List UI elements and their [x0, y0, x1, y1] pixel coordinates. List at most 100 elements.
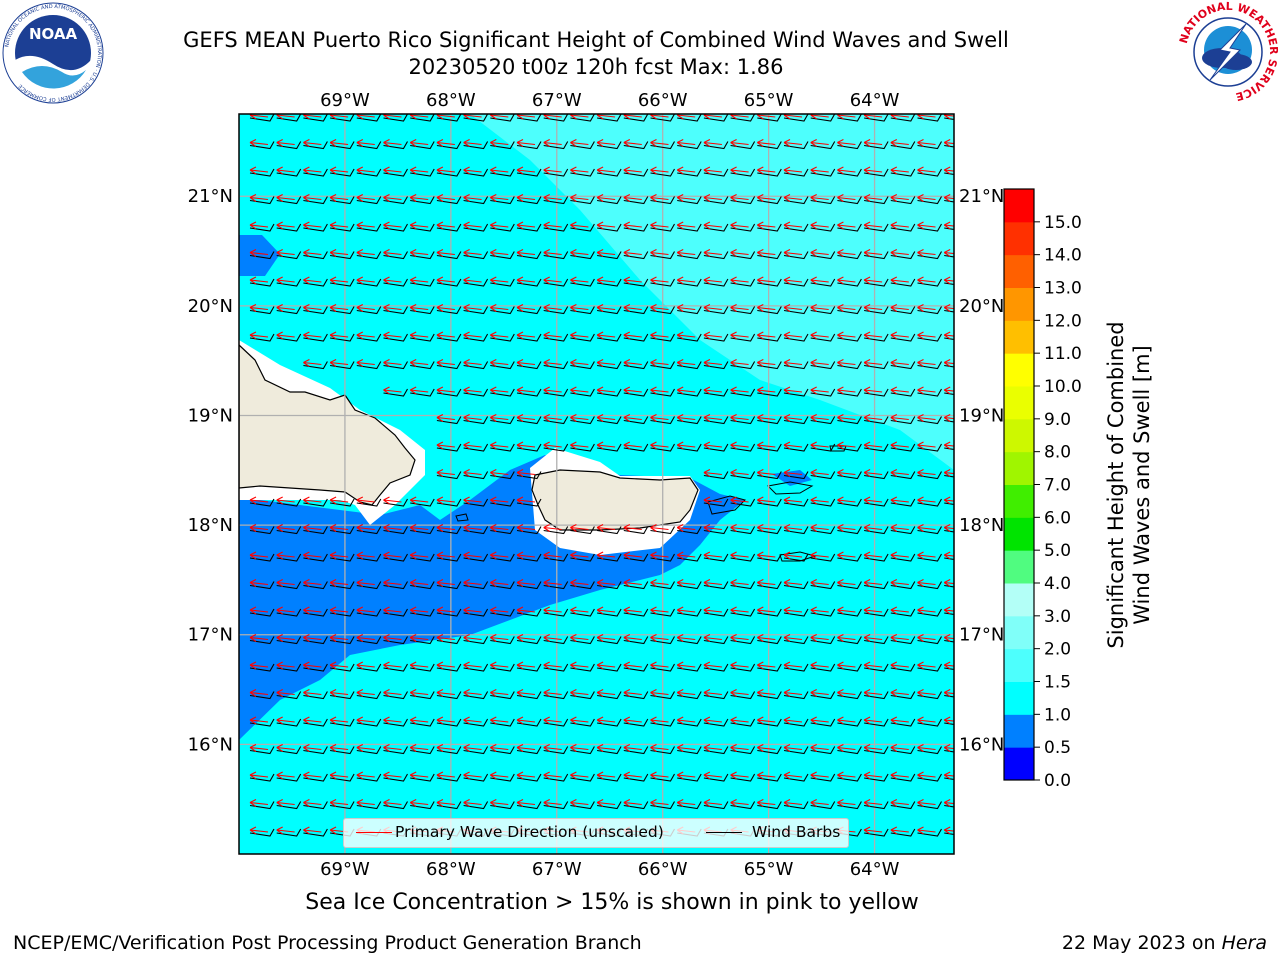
vector-glyph	[249, 249, 275, 260]
wave-arrow	[623, 221, 642, 230]
wind-barb	[516, 471, 542, 480]
wind-barb	[890, 828, 916, 837]
wave-arrow	[783, 606, 803, 615]
wave-arrow	[837, 276, 856, 285]
vector-glyph	[783, 661, 809, 672]
wind-barb	[837, 443, 862, 452]
wind-barb	[303, 498, 328, 507]
wave-arrow	[810, 524, 829, 532]
colorbar-tick-label: 9.0	[1044, 410, 1071, 430]
wind-barb	[677, 361, 702, 370]
footer-credit: NCEP/EMC/Verification Post Processing Pr…	[13, 932, 642, 954]
wave-arrow	[650, 771, 669, 780]
vector-glyph	[543, 194, 569, 205]
vector-glyph	[943, 799, 954, 808]
wave-arrow	[703, 114, 722, 120]
wave-arrow	[756, 496, 776, 505]
vector-glyph	[703, 414, 729, 425]
vector-glyph	[650, 414, 675, 425]
vector-glyph	[249, 194, 275, 205]
vector-glyph	[623, 414, 649, 425]
wind-barb	[917, 306, 942, 315]
vector-glyph	[890, 744, 916, 755]
lon-label-bottom: 66°W	[638, 859, 688, 880]
vector-glyph	[810, 194, 836, 205]
wave-arrow	[783, 716, 803, 725]
wave-arrow	[463, 194, 482, 202]
wind-barb	[917, 196, 942, 205]
wind-barb	[917, 416, 942, 425]
vector-glyph	[249, 304, 275, 315]
wind-barb	[783, 663, 809, 672]
wind-barb	[463, 223, 489, 232]
vector-glyph	[409, 689, 435, 700]
wave-arrow	[730, 276, 749, 285]
wind-barb	[356, 333, 382, 342]
vector-glyph	[837, 276, 862, 287]
vector-glyph	[596, 304, 622, 315]
vector-glyph	[730, 359, 756, 370]
wave-arrow	[810, 304, 829, 312]
wind-barb	[757, 168, 782, 177]
wind-barb	[356, 746, 382, 755]
vector-glyph	[783, 221, 809, 232]
wind-barb	[650, 691, 675, 700]
wave-arrow	[783, 331, 803, 340]
wind-barb	[570, 691, 595, 700]
wave-arrow	[436, 771, 455, 780]
wave-arrow	[543, 799, 562, 807]
wave-arrow	[409, 139, 429, 147]
wave-arrow	[249, 799, 269, 807]
wind-barb	[650, 114, 675, 122]
wave-arrow	[489, 661, 509, 670]
wind-barb	[810, 251, 836, 260]
wind-barb	[757, 526, 782, 535]
vector-glyph	[810, 359, 836, 370]
vector-glyph	[756, 716, 782, 727]
wind-barb	[570, 801, 595, 810]
wave-arrow	[249, 166, 269, 175]
wind-barb	[944, 612, 954, 616]
vector-glyph	[383, 744, 408, 755]
wave-arrow	[730, 194, 749, 202]
wind-barb	[597, 388, 622, 397]
wind-barb	[677, 443, 702, 452]
wind-barb	[864, 553, 889, 562]
wave-arrow	[409, 276, 429, 285]
wave-arrow	[623, 139, 642, 147]
vector-glyph	[703, 304, 729, 315]
wave-arrow	[436, 221, 455, 230]
wind-barb	[303, 306, 328, 315]
wind-barb	[864, 718, 889, 727]
wave-arrow	[249, 331, 269, 340]
wave-arrow	[783, 661, 803, 670]
vector-glyph	[943, 221, 954, 231]
wave-arrow	[837, 634, 856, 642]
vector-glyph	[703, 799, 729, 810]
wave-arrow	[596, 414, 616, 422]
wave-arrow	[303, 276, 322, 285]
wind-barb	[330, 691, 355, 700]
vector-glyph	[676, 194, 702, 205]
wind-barb	[597, 746, 622, 755]
wind-barb	[383, 746, 408, 755]
vector-glyph	[329, 634, 355, 645]
wave-arrow	[837, 771, 856, 780]
vector-glyph	[837, 496, 862, 507]
vector-glyph	[943, 524, 954, 533]
wave-arrow	[837, 194, 856, 202]
wind-barb	[330, 168, 355, 177]
vector-glyph	[890, 441, 916, 452]
vector-glyph	[543, 606, 569, 617]
wave-arrow	[730, 166, 749, 175]
wave-arrow	[516, 139, 536, 147]
wave-arrow	[623, 744, 642, 752]
vector-glyph	[596, 551, 622, 562]
vector-glyph	[543, 359, 569, 370]
wind-barb	[356, 608, 382, 617]
vector-glyph	[303, 634, 328, 645]
wind-barb	[864, 581, 889, 590]
wave-arrow	[676, 414, 696, 422]
wave-arrow	[863, 114, 883, 120]
wave-arrow	[730, 579, 749, 587]
